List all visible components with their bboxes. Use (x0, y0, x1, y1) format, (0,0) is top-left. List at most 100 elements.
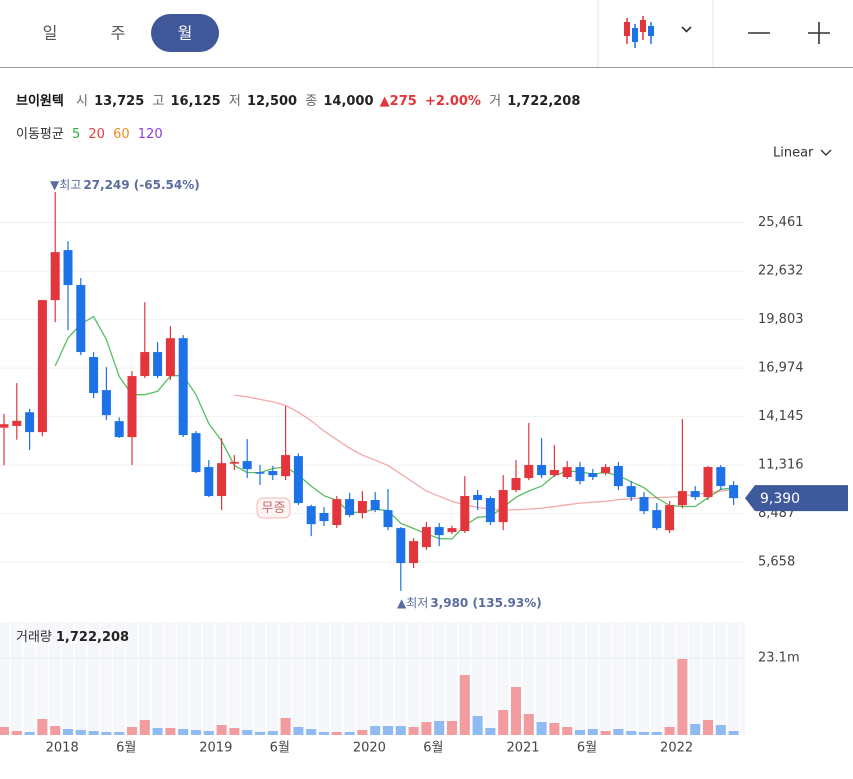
volume-bar (677, 659, 688, 735)
volume-bar (331, 732, 342, 735)
candle-body (191, 433, 201, 473)
tab-week[interactable]: 주 (111, 24, 126, 43)
scale-chevron[interactable] (820, 149, 832, 156)
price-tag-label: 9,390 (760, 491, 800, 507)
volume-bar (24, 732, 35, 735)
volume-column (227, 622, 229, 735)
volume-bar (472, 716, 483, 735)
volume-column (623, 622, 626, 735)
volume-bar (421, 722, 432, 735)
volume-bar (127, 727, 137, 735)
moving-average-line (234, 394, 734, 511)
field-value: 16,125 (171, 94, 221, 109)
volume-bar (203, 731, 214, 735)
volume-column (495, 622, 498, 735)
annotation-text: 3,980 (135.93%) (430, 596, 541, 610)
candle-body (319, 513, 329, 522)
volume-column (393, 622, 395, 735)
candle-body (626, 486, 636, 498)
candle-body (562, 467, 572, 478)
volume-bar (651, 732, 662, 735)
y-tick-label: 11,316 (758, 458, 804, 473)
volume-column (329, 622, 331, 735)
candle-body (101, 390, 111, 416)
volume-bar (152, 728, 163, 735)
volume-bar (715, 725, 726, 735)
volume-column (60, 622, 62, 735)
ma-legend-item[interactable]: 5 (72, 127, 80, 142)
change: ▲275 (380, 94, 417, 109)
field-value: 1,722,208 (507, 94, 580, 109)
volume-bar (728, 731, 739, 735)
scale-mode[interactable]: Linear (773, 146, 814, 161)
volume-column (713, 622, 715, 735)
volume-column (239, 622, 242, 735)
candle-body (575, 467, 585, 482)
volume-column (150, 622, 152, 735)
candle-body (242, 461, 252, 470)
active-tab-bg[interactable] (151, 14, 219, 52)
volume-column (521, 622, 523, 735)
volume-bar (139, 720, 150, 735)
x-tick-label: 6월 (577, 741, 597, 756)
volume-column (163, 622, 165, 735)
volume-bar (0, 727, 9, 735)
volume-bar (523, 714, 534, 735)
candle-body (524, 465, 534, 479)
volume-bar (447, 721, 457, 735)
volume-bar (549, 723, 560, 735)
volume-column (675, 622, 677, 735)
price-tag-bg (745, 485, 848, 512)
volume-column (559, 622, 562, 735)
zoom-in[interactable] (808, 22, 830, 44)
ma-legend-item[interactable]: 120 (138, 127, 163, 142)
field-label: 고 (152, 94, 164, 109)
tab-day[interactable]: 일 (43, 24, 58, 43)
volume-column (47, 622, 50, 735)
volume-column (547, 622, 549, 735)
candle-body (37, 300, 47, 433)
y-tick-label: 14,145 (758, 409, 804, 424)
volume-column (99, 622, 101, 735)
volume-title: 거래량 1,722,208 (16, 630, 129, 645)
volume-bar (703, 720, 713, 735)
x-tick-label: 2019 (199, 741, 232, 756)
volume-column (457, 622, 459, 735)
candle-body (613, 466, 623, 487)
volume-bar (498, 710, 509, 735)
volume-bar (11, 731, 22, 735)
volume-column (124, 622, 126, 735)
volume-bar (319, 732, 329, 735)
volume-column (291, 622, 293, 735)
ma-legend-item[interactable]: 60 (113, 127, 130, 142)
volume-column (252, 622, 254, 735)
candle-body (473, 495, 483, 500)
candle-body (396, 528, 406, 564)
tab-month[interactable]: 월 (178, 24, 193, 43)
candle-body (409, 541, 419, 564)
candle-body (665, 505, 675, 531)
volume-column (687, 622, 690, 735)
volume-bar (459, 675, 470, 735)
candle-body (498, 490, 508, 523)
candle-body (25, 412, 35, 433)
candle-body (153, 352, 163, 377)
volume-column (137, 622, 139, 735)
volume-panel-bg (0, 622, 745, 735)
candle-body (716, 467, 726, 487)
volume-column (278, 622, 280, 735)
field-value: 14,000 (323, 94, 373, 109)
volume-column (431, 622, 434, 735)
chart-type-icon[interactable] (624, 16, 654, 48)
volume-bar (178, 729, 189, 735)
candle-body (485, 498, 495, 523)
candle-body (229, 461, 239, 464)
ma-legend-item[interactable]: 20 (88, 127, 105, 142)
candle-body (370, 499, 380, 511)
x-tick-label: 2018 (46, 741, 79, 756)
dropdown-chevron[interactable] (681, 26, 692, 33)
volume-bar (191, 730, 201, 735)
volume-column (739, 622, 741, 735)
volume-bar (434, 721, 445, 735)
volume-column (380, 622, 382, 735)
